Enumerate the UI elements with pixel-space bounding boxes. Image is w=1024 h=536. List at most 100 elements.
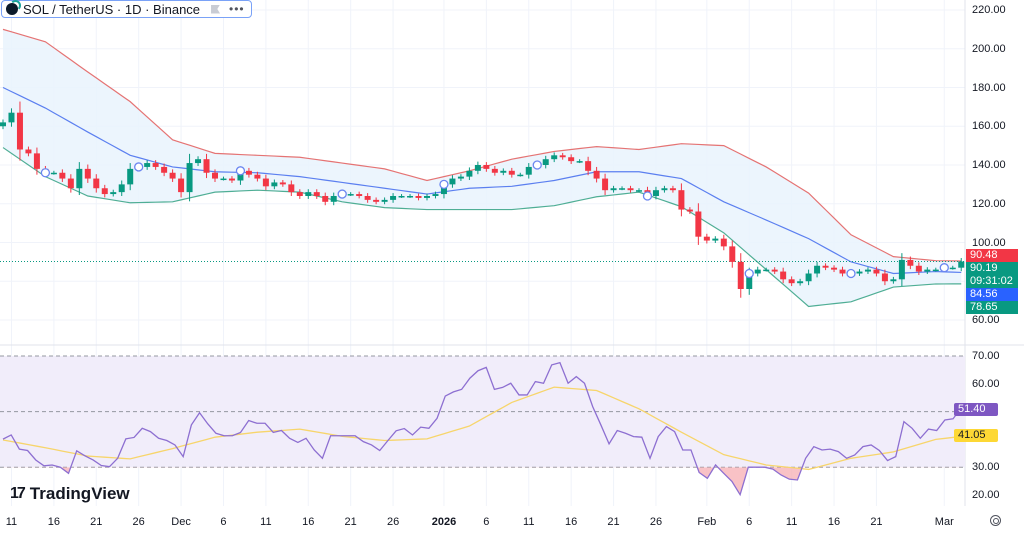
event-marker — [939, 263, 949, 273]
candle-body — [754, 269, 761, 274]
event-marker — [134, 162, 144, 172]
candle — [763, 267, 770, 272]
candle — [424, 193, 430, 201]
candle-body — [271, 182, 278, 187]
time-axis-label: 21 — [344, 516, 357, 528]
tradingview-logo[interactable]: 17 TradingView — [10, 484, 130, 504]
candle-body — [50, 172, 57, 175]
time-axis-label: Dec — [171, 516, 191, 528]
candle-body — [890, 279, 897, 282]
time-axis-label: 21 — [90, 516, 103, 528]
candle-body — [254, 174, 261, 179]
candle — [500, 168, 507, 176]
candle-body — [305, 192, 312, 196]
rsi-axis-label: 20.00 — [972, 489, 1000, 501]
candle-body — [161, 166, 168, 173]
candle-body — [958, 261, 965, 268]
candle — [483, 162, 490, 172]
candle — [8, 108, 15, 127]
candle — [110, 189, 117, 197]
candle-body — [932, 269, 939, 272]
time-axis-label: 6 — [220, 516, 227, 528]
event-marker — [642, 191, 653, 201]
candle — [576, 159, 583, 164]
candle — [195, 156, 202, 166]
candle-body — [898, 259, 905, 280]
more-icon[interactable]: ••• — [229, 2, 245, 16]
candle — [16, 101, 23, 161]
candle — [542, 155, 549, 169]
candle-body — [118, 184, 125, 193]
candle — [381, 197, 388, 205]
event-marker — [846, 268, 856, 279]
candle — [279, 180, 286, 187]
candle — [76, 162, 83, 196]
candle — [364, 193, 371, 203]
price-axis-label: 180.00 — [972, 81, 1006, 94]
candle — [525, 163, 532, 179]
tradingview-wordmark: TradingView — [29, 484, 130, 503]
flag-icon[interactable] — [211, 4, 221, 14]
candle-body — [16, 112, 23, 150]
candle-body — [424, 196, 430, 198]
candle — [262, 174, 269, 191]
candle-body — [500, 170, 507, 173]
event-marker — [532, 160, 542, 170]
candle-body — [686, 209, 693, 212]
candle-body — [0, 122, 6, 127]
candle-body — [110, 192, 117, 195]
candle-body — [839, 269, 846, 274]
candle-body — [101, 188, 108, 195]
solana-logo-icon — [6, 0, 21, 15]
candle — [322, 192, 329, 206]
candle — [881, 269, 888, 286]
candle — [203, 153, 210, 179]
candle — [347, 192, 354, 196]
candle-body — [864, 269, 871, 272]
candle — [67, 174, 74, 193]
candle — [898, 253, 905, 287]
last-price: 90.19 — [970, 262, 998, 274]
candle-body — [856, 271, 863, 274]
candle-body — [228, 178, 235, 181]
candle-body — [678, 190, 685, 210]
candle — [59, 169, 66, 182]
settings-icon[interactable] — [990, 515, 1001, 526]
time-axis-label: 11 — [785, 516, 798, 528]
candle — [771, 267, 778, 274]
last-price-tag: 90.19 09:31:02 — [966, 262, 1018, 288]
candle — [695, 203, 702, 245]
symbol-legend[interactable]: SOL / TetherUS · 1D · Binance ••• — [1, 0, 252, 18]
candle — [712, 236, 719, 243]
rsi-axis-label: 30.00 — [972, 461, 1000, 474]
tradingview-mark-icon: 17 — [10, 485, 26, 502]
candle — [296, 189, 303, 199]
price-axis-label: 60.00 — [972, 314, 1000, 326]
candle-body — [169, 172, 176, 179]
candle — [161, 163, 168, 177]
candle — [245, 167, 252, 178]
candle-body — [67, 178, 74, 189]
candle-body — [313, 192, 320, 196]
candle-body — [636, 190, 642, 192]
candle — [788, 276, 795, 287]
candle — [474, 161, 481, 175]
candle-body — [780, 271, 787, 280]
rsi-ma-tag: 41.05 — [954, 429, 998, 442]
candle-body — [805, 273, 812, 282]
candle-body — [763, 269, 770, 272]
candle — [780, 267, 787, 284]
candle-body — [602, 178, 609, 191]
candle — [627, 185, 634, 193]
candle-body — [746, 273, 753, 289]
candle-body — [924, 269, 931, 272]
candle-body — [347, 194, 354, 196]
rsi-band-background — [0, 356, 965, 468]
candle-body — [356, 194, 363, 196]
candle — [144, 160, 151, 170]
candle — [856, 269, 863, 276]
time-axis-label: 16 — [827, 516, 841, 528]
candle — [686, 207, 693, 214]
candle-body — [381, 199, 388, 202]
